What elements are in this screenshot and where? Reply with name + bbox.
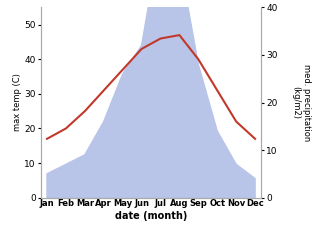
X-axis label: date (month): date (month) bbox=[115, 211, 187, 221]
Y-axis label: med. precipitation
(kg/m2): med. precipitation (kg/m2) bbox=[292, 64, 311, 141]
Y-axis label: max temp (C): max temp (C) bbox=[12, 74, 22, 131]
